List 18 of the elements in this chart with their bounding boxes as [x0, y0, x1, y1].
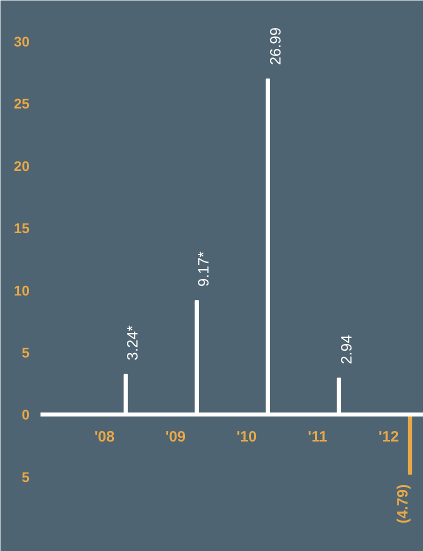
x-tick-label: '11: [308, 428, 328, 446]
x-tick-label: '09: [165, 428, 186, 446]
y-tick-label: 5: [22, 468, 30, 485]
y-tick-label: 30: [14, 34, 30, 50]
data-label: 9.17*: [195, 251, 212, 287]
x-tick-label: '08: [94, 428, 115, 446]
data-label: 2.94: [338, 334, 356, 364]
y-tick-label: 15: [14, 220, 30, 236]
y-tick-label: 10: [14, 282, 30, 298]
data-label: 26.99: [267, 27, 284, 65]
data-label: 3.24*: [124, 325, 142, 360]
x-tick-label: '12: [378, 428, 399, 446]
y-tick-label: 25: [14, 96, 30, 112]
x-tick-label: '10: [236, 428, 257, 446]
data-label: (4.79): [394, 484, 412, 524]
y-tick-label: 20: [14, 158, 30, 174]
y-tick-label: 0: [22, 406, 30, 423]
y-tick-label: 5: [22, 344, 30, 360]
